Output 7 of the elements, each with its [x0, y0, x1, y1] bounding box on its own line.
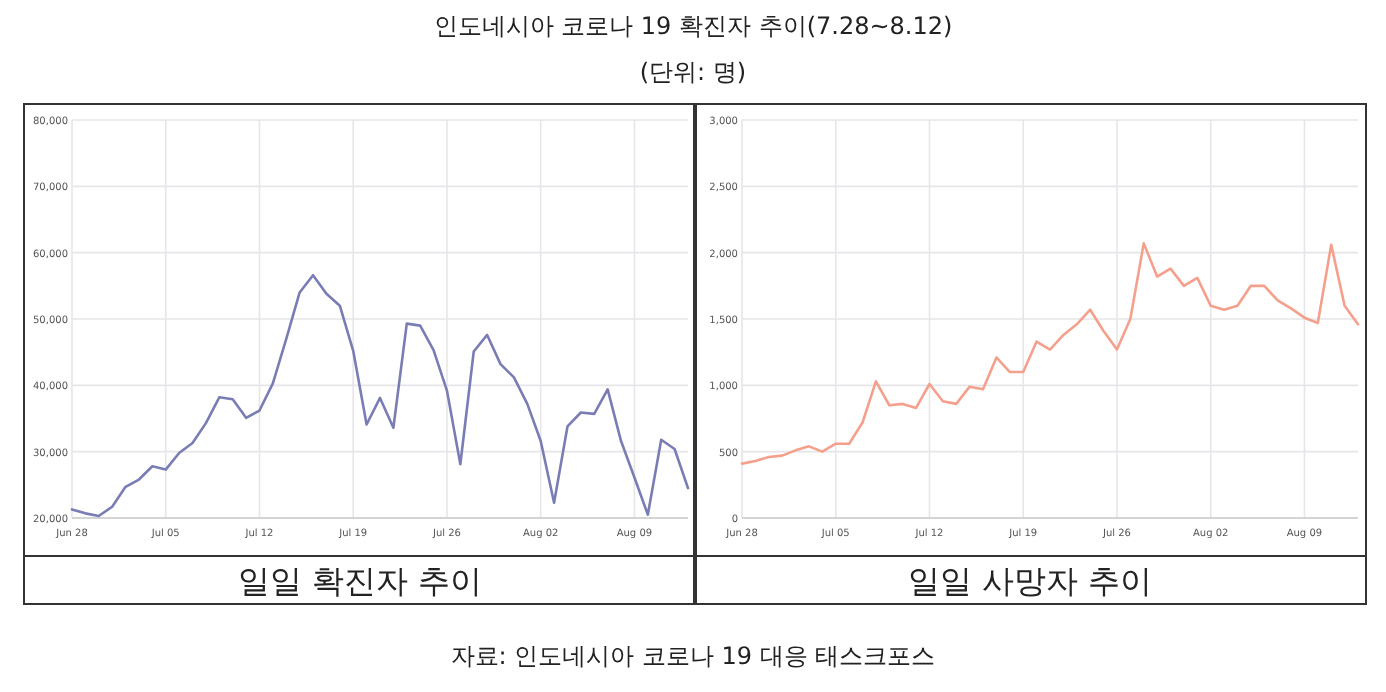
line-series — [70, 273, 690, 518]
text: 자료: 인도네시아 코로나 19 대응 태스크포스 — [450, 642, 936, 670]
text: (단위: 명) — [639, 58, 747, 86]
text: 일일 확진자 추이 — [237, 562, 483, 600]
line-series — [740, 242, 1360, 465]
text: 인도네시아 코로나 19 확진자 추이(7.28~8.12) — [433, 12, 953, 40]
text: 일일 사망자 추이 — [907, 562, 1153, 600]
